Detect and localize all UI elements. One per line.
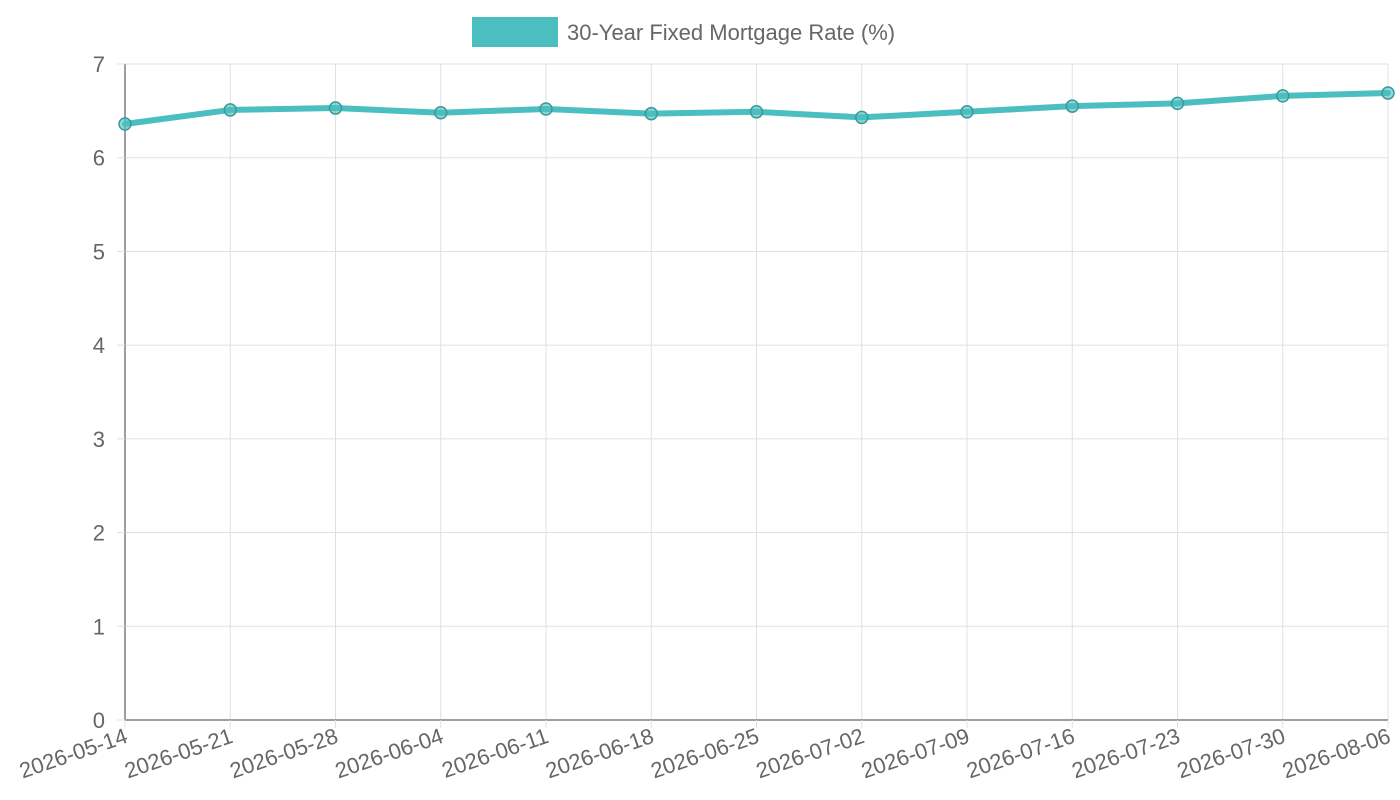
data-point[interactable] [644, 106, 658, 121]
x-tick-label: 2026-05-21 [121, 723, 236, 783]
x-tick-label: 2026-07-30 [1174, 723, 1289, 783]
data-point[interactable] [749, 105, 764, 119]
x-tick-label: 2026-07-16 [963, 723, 1078, 783]
x-tick-label: 2026-08-06 [1279, 723, 1394, 783]
x-tick-label: 2026-05-14 [16, 723, 131, 783]
data-point[interactable] [1381, 86, 1395, 100]
y-tick-label: 4 [93, 333, 105, 358]
data-point[interactable] [855, 110, 869, 125]
x-tick-label: 2026-05-28 [227, 723, 342, 783]
legend[interactable]: 30-Year Fixed Mortgage Rate (%) [472, 17, 895, 47]
y-tick-label: 5 [93, 239, 105, 264]
x-tick-label: 2026-06-25 [648, 723, 763, 783]
data-point[interactable] [223, 103, 237, 117]
data-point[interactable] [434, 105, 448, 120]
x-tick-label: 2026-07-23 [1069, 723, 1184, 783]
x-axis-ticks: 2026-05-142026-05-212026-05-282026-06-04… [16, 720, 1394, 783]
x-tick-label: 2026-07-09 [858, 723, 973, 783]
data-point[interactable] [960, 105, 974, 119]
legend-swatch [472, 17, 558, 47]
data-point[interactable] [1276, 89, 1290, 103]
y-tick-label: 7 [93, 52, 105, 77]
x-tick-label: 2026-07-02 [753, 723, 868, 783]
series-layer [118, 86, 1395, 131]
x-tick-label: 2026-06-18 [542, 723, 657, 783]
y-tick-label: 6 [93, 146, 105, 171]
y-tick-label: 0 [93, 708, 105, 733]
y-tick-label: 1 [93, 614, 105, 639]
grid [125, 63, 1389, 720]
x-tick-label: 2026-06-11 [439, 723, 552, 783]
data-point[interactable] [539, 102, 553, 116]
y-tick-label: 2 [93, 521, 105, 546]
y-axis-ticks: 0 1 2 3 4 5 6 7 [93, 52, 125, 733]
data-point[interactable] [1065, 99, 1079, 113]
data-point[interactable] [1170, 96, 1185, 111]
x-tick-label: 2026-06-04 [332, 723, 447, 783]
legend-label: 30-Year Fixed Mortgage Rate (%) [567, 20, 895, 45]
data-point[interactable] [328, 101, 343, 115]
data-point[interactable] [118, 117, 132, 131]
y-tick-label: 3 [93, 427, 105, 452]
